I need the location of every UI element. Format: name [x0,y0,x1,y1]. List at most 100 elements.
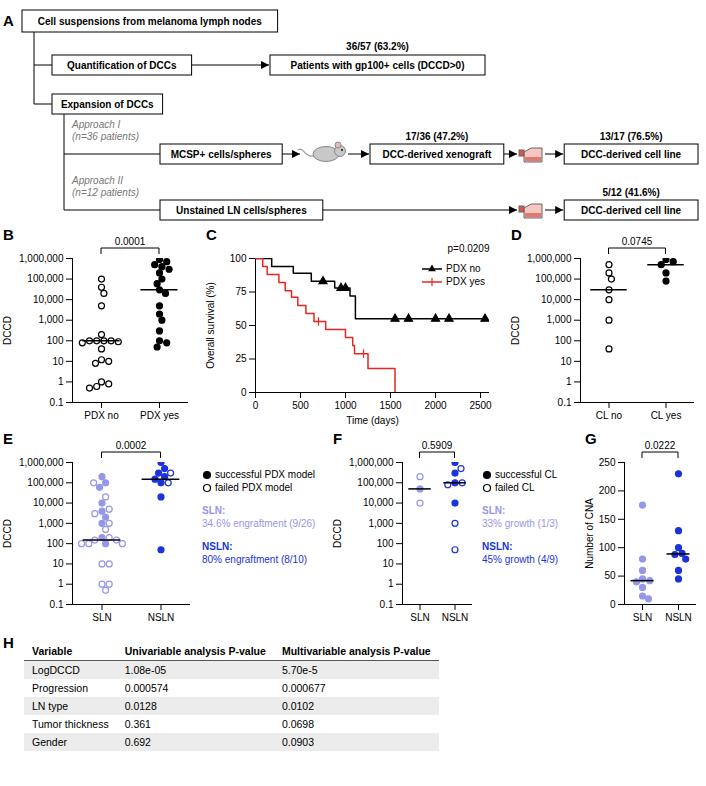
svg-text:Time (days): Time (days) [346,415,398,426]
svg-text:DCC-derived xenograft: DCC-derived xenograft [382,149,492,160]
svg-text:DCC-derived cell line: DCC-derived cell line [581,205,681,216]
svg-text:1: 1 [388,578,394,589]
svg-text:10,000: 10,000 [363,497,394,508]
html-text:0.000574: 0.000574 [124,682,169,694]
html-text:G: G [585,430,597,447]
svg-text:100: 100 [555,335,572,346]
svg-text:MCSP+ cells/spheres: MCSP+ cells/spheres [171,149,272,160]
html-text:LogDCCD: LogDCCD [32,664,80,676]
html-text:Univariable analysis P-value: Univariable analysis P-value [124,645,266,657]
svg-text:0.5909: 0.5909 [422,440,453,451]
html-text:0.000677: 0.000677 [281,682,326,694]
svg-text:25: 25 [235,353,247,364]
svg-text:Number of CNA: Number of CNA [584,498,595,569]
svg-text:SLN: SLN [410,612,429,623]
svg-text:100,000: 100,000 [27,477,64,488]
svg-text:1: 1 [58,376,64,387]
svg-text:1,000: 1,000 [368,518,393,529]
svg-text:1: 1 [58,578,64,589]
svg-text:DCCD: DCCD [2,316,13,345]
svg-text:DCC-derived cell line: DCC-derived cell line [581,149,681,160]
svg-text:200: 200 [599,485,616,496]
svg-text:17/36 (47.2%): 17/36 (47.2%) [405,131,468,142]
svg-text:100: 100 [47,538,64,549]
svg-text:1,000: 1,000 [38,314,63,325]
svg-text:0.0745: 0.0745 [622,236,653,247]
svg-text:0.1: 0.1 [50,397,64,408]
svg-text:0.0002: 0.0002 [116,440,147,451]
html-text:Multivariable analysis P-value: Multivariable analysis P-value [281,645,431,657]
svg-text:1,000: 1,000 [38,518,63,529]
svg-text:100,000: 100,000 [27,273,64,284]
svg-text:50: 50 [604,570,616,581]
svg-text:PDX no: PDX no [84,410,119,421]
html-text:Progression: Progression [32,682,88,694]
svg-text:1,000,000: 1,000,000 [527,253,572,264]
html-text:5.70e-5: 5.70e-5 [281,664,318,676]
svg-text:PDX yes: PDX yes [140,410,179,421]
svg-text:100: 100 [599,542,616,553]
svg-text:50: 50 [235,320,247,331]
svg-text:Patients with gp100+ cells (DC: Patients with gp100+ cells (DCCD>0) [291,60,465,71]
svg-text:2500: 2500 [469,400,492,411]
svg-text:10,000: 10,000 [33,294,64,305]
svg-text:500: 500 [292,400,309,411]
svg-text:DCCD: DCCD [510,316,521,345]
svg-text:0: 0 [241,387,247,398]
svg-text:250: 250 [599,457,616,468]
html-text:Variable: Variable [32,645,73,657]
html-text:LN type: LN type [32,700,69,712]
svg-text:1,000,000: 1,000,000 [19,253,64,264]
svg-text:1500: 1500 [379,400,402,411]
svg-text:100,000: 100,000 [535,273,572,284]
svg-text:SLN: SLN [633,612,652,623]
svg-text:75: 75 [235,286,247,297]
svg-text:1,000: 1,000 [546,314,571,325]
svg-text:(n=12 patients): (n=12 patients) [72,187,139,198]
svg-text:1: 1 [566,376,572,387]
svg-text:CL no: CL no [596,410,623,421]
svg-text:NSLN: NSLN [442,612,469,623]
svg-text:Quantification of DCCs: Quantification of DCCs [67,60,177,71]
svg-text:Overall survival (%): Overall survival (%) [205,282,216,369]
svg-text:Expansion of DCCs: Expansion of DCCs [61,99,154,110]
html-text:1.08e-05: 1.08e-05 [124,664,167,676]
svg-text:1,000,000: 1,000,000 [19,457,64,468]
svg-text:SLN: SLN [92,612,111,623]
svg-text:10,000: 10,000 [541,294,572,305]
svg-text:0.1: 0.1 [50,599,64,610]
svg-text:100: 100 [230,253,247,264]
svg-text:(n=36 patients): (n=36 patients) [72,131,139,142]
svg-text:Approach I: Approach I [71,119,121,130]
svg-text:NSLN: NSLN [665,612,692,623]
svg-text:NSLN: NSLN [148,612,175,623]
svg-text:Unstained LN cells/spheres: Unstained LN cells/spheres [176,205,307,216]
svg-text:Approach II: Approach II [71,175,123,186]
svg-text:10: 10 [52,356,64,367]
svg-text:10: 10 [560,356,572,367]
svg-text:5/12 (41.6%): 5/12 (41.6%) [602,187,659,198]
svg-text:0.1: 0.1 [558,397,572,408]
svg-text:2000: 2000 [424,400,447,411]
svg-text:0.0001: 0.0001 [115,236,146,247]
svg-text:150: 150 [599,514,616,525]
svg-text:100: 100 [47,335,64,346]
svg-text:1000: 1000 [334,400,357,411]
svg-text:CL yes: CL yes [651,410,682,421]
svg-text:1,000,000: 1,000,000 [349,457,394,468]
svg-text:p=0.0209: p=0.0209 [448,243,490,254]
svg-text:100: 100 [377,538,394,549]
svg-text:10: 10 [382,558,394,569]
svg-text:DCCD: DCCD [2,519,13,548]
svg-text:0.1: 0.1 [380,599,394,610]
svg-text:0.0222: 0.0222 [645,440,676,451]
svg-text:DCCD: DCCD [332,519,343,548]
svg-text:0: 0 [253,400,259,411]
svg-text:36/57 (63.2%): 36/57 (63.2%) [346,41,409,52]
svg-text:0: 0 [610,599,616,610]
svg-text:100,000: 100,000 [357,477,394,488]
svg-text:Cell suspensions from melanoma: Cell suspensions from melanoma lymph nod… [38,16,262,27]
svg-text:10,000: 10,000 [33,497,64,508]
svg-text:13/17 (76.5%): 13/17 (76.5%) [600,131,663,142]
svg-text:10: 10 [52,558,64,569]
